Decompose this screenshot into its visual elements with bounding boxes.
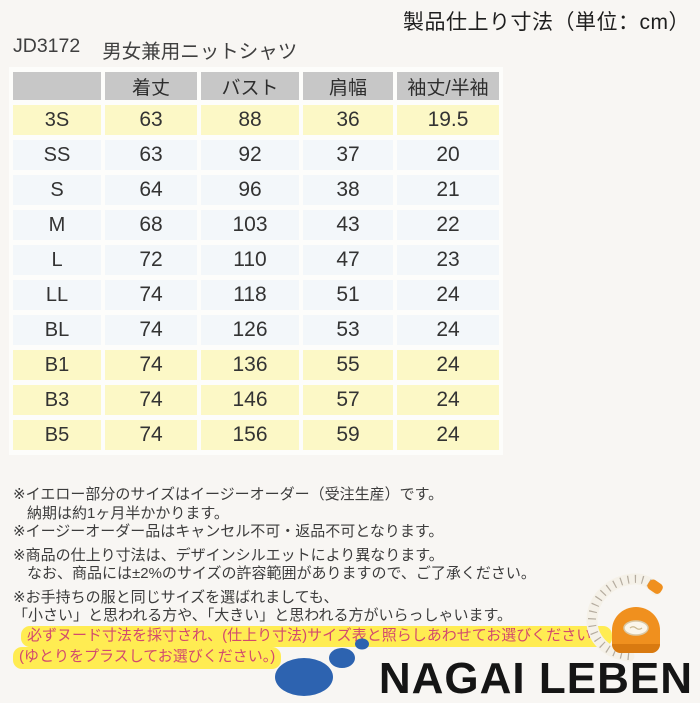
note-line: 納期は約1ヶ月半かかります。 [27,504,229,522]
measurement-cell: 53 [303,315,393,345]
note-line: ※お手持ちの服と同じサイズを選ばれましても、 [13,588,339,606]
size-label-cell: LL [13,280,101,310]
table-row: LL 74 118 51 24 [13,280,499,310]
size-label-cell: SS [13,140,101,170]
measurement-cell: 37 [303,140,393,170]
table-row: B3 74 146 57 24 [13,385,499,415]
size-label-cell: B1 [13,350,101,380]
measurement-cell: 118 [201,280,299,310]
footnotes: ※イエロー部分のサイズはイージーオーダー（受注生産）です。 納期は約1ヶ月半かかり… [13,486,653,669]
header-cell-shoulder: 肩幅 [303,72,393,100]
measurement-cell: 43 [303,210,393,240]
measurement-cell: 68 [105,210,197,240]
measurement-cell: 63 [105,140,197,170]
header-cell-length: 着丈 [105,72,197,100]
measurement-cell: 110 [201,245,299,275]
measurement-cell: 146 [201,385,299,415]
size-label-cell: 3S [13,105,101,135]
brand-logo: NAGAI LEBEN [274,637,693,703]
measurement-cell: 74 [105,385,197,415]
measurement-cell: 47 [303,245,393,275]
size-label-cell: BL [13,315,101,345]
measurement-cell: 19.5 [397,105,499,135]
table-row: BL 74 126 53 24 [13,315,499,345]
measurement-cell: 126 [201,315,299,345]
measurement-cell: 88 [201,105,299,135]
measurement-cell: 63 [105,105,197,135]
measurement-cell: 74 [105,350,197,380]
measurement-cell: 23 [397,245,499,275]
measurement-cell: 59 [303,420,393,450]
table-row: B1 74 136 55 24 [13,350,499,380]
product-name: 男女兼用ニットシャツ [102,41,298,63]
header-cell-sleeve: 袖丈/半袖 [397,72,499,100]
note-line: ※イエロー部分のサイズはイージーオーダー（受注生産）です。 [13,486,444,503]
table-row: 3S 63 88 36 19.5 [13,105,499,135]
measurement-cell: 24 [397,280,499,310]
brand-name: NAGAI LEBEN [378,653,693,703]
note-line: ※商品の仕上り寸法は、デザインシルエットにより異なります。 [13,546,444,564]
table-row: M 68 103 43 22 [13,210,499,240]
measurement-cell: 103 [201,210,299,240]
size-table: 着丈 バスト 肩幅 袖丈/半袖 3S 63 88 36 19.5 SS 63 92 37 20 S 6… [9,67,503,455]
size-label-cell: B5 [13,420,101,450]
table-row: B5 74 156 59 24 [13,420,499,450]
size-table-header: 着丈 バスト 肩幅 袖丈/半袖 [13,72,499,100]
measurement-cell: 57 [303,385,393,415]
note-line: (ゆとりをプラスしてお選びください。) [13,647,653,669]
note-line: 「小さい」と思われる方や、「大きい」と思われる方がいらっしゃいます。 [13,607,513,624]
tape-measure-icon [586,573,663,662]
note-line: なお、商品には±2%のサイズの許容範囲がありますので、ご了承ください。 [27,565,536,582]
size-table-body: 3S 63 88 36 19.5 SS 63 92 37 20 S 64 96 38 21 M 68 103 43 2… [13,105,499,450]
highlighted-note: 必ずヌード寸法を採寸され、(仕上り寸法)サイズ表と照らしあわせてお選びください。 [21,625,613,647]
measurement-cell: 24 [397,385,499,415]
measurement-cell: 24 [397,315,499,345]
measurement-cell: 24 [397,350,499,380]
measurement-cell: 74 [105,315,197,345]
measurement-cell: 36 [303,105,393,135]
unit-note: 製品仕上り寸法（単位：cm） [403,11,690,34]
measurement-cell: 55 [303,350,393,380]
measurement-cell: 136 [201,350,299,380]
measurement-cell: 92 [201,140,299,170]
measurement-cell: 20 [397,140,499,170]
measurement-cell: 24 [397,420,499,450]
note-line: ※イージーオーダー品はキャンセル不可・返品不可となります。 [13,523,444,540]
measurement-cell: 72 [105,245,197,275]
measurement-cell: 51 [303,280,393,310]
size-label-cell: L [13,245,101,275]
table-row: L 72 110 47 23 [13,245,499,275]
measurement-cell: 21 [397,175,499,205]
size-label-cell: B3 [13,385,101,415]
measurement-cell: 156 [201,420,299,450]
measurement-cell: 74 [105,420,197,450]
table-row: S 64 96 38 21 [13,175,499,205]
measurement-cell: 74 [105,280,197,310]
header-row: 着丈 バスト 肩幅 袖丈/半袖 [13,72,499,100]
product-code: JD3172 [13,35,81,57]
header-cell-size [13,72,101,100]
note-line: 必ずヌード寸法を採寸され、(仕上り寸法)サイズ表と照らしあわせてお選びください。 [13,625,653,647]
measurement-cell: 96 [201,175,299,205]
header-cell-bust: バスト [201,72,299,100]
measurement-cell: 22 [397,210,499,240]
size-label-cell: M [13,210,101,240]
logo-mark-icon [274,638,369,696]
measurement-cell: 64 [105,175,197,205]
size-label-cell: S [13,175,101,205]
product-title: JD3172 男女兼用ニットシャツ [13,35,297,64]
highlighted-note: (ゆとりをプラスしてお選びください。) [13,647,282,669]
measurement-cell: 38 [303,175,393,205]
table-row: SS 63 92 37 20 [13,140,499,170]
